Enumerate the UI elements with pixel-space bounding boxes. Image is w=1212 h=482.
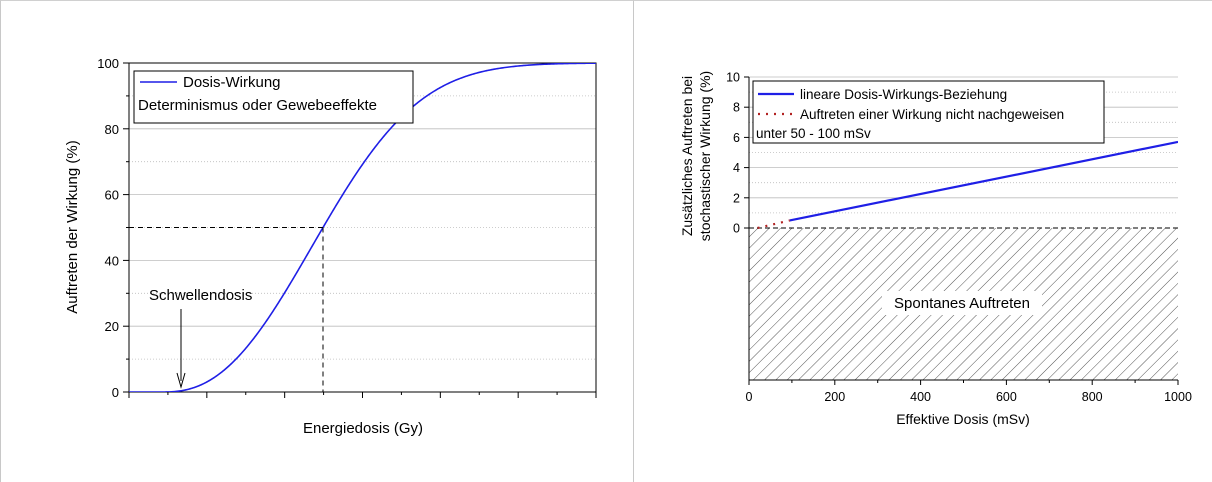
right-y-tick-label: 6 <box>733 131 740 145</box>
right-x-tick-label: 0 <box>746 390 753 404</box>
left-y-tick-label: 40 <box>105 253 119 268</box>
region-label-bg <box>882 291 1042 315</box>
left-annotations <box>129 227 324 392</box>
unproven-effect-line <box>757 219 791 230</box>
left-x-axis-title: Energiedosis (Gy) <box>303 420 423 437</box>
right-y-tick-label: 10 <box>726 71 740 85</box>
spontaneous-region-label: Spontanes Auftreten <box>894 295 1030 312</box>
right-y-tick-label: 0 <box>733 222 740 236</box>
right-legend-entry-1: lineare Dosis-Wirkungs-Beziehung <box>800 87 1007 102</box>
right-x-tick-label: 600 <box>996 390 1017 404</box>
right-series <box>757 140 1178 230</box>
left-series <box>129 63 596 392</box>
right-x-tick-label: 800 <box>1082 390 1103 404</box>
dose-response-chart: 0 20 40 60 80 100 Dosis-Wirkung Determinismus… <box>64 56 597 437</box>
left-legend-entry-1: Dosis-Wirkung <box>183 74 281 91</box>
right-x-tick-label: 1000 <box>1164 390 1192 404</box>
right-x-tick-label: 400 <box>910 390 931 404</box>
right-y-tick-label: 8 <box>733 101 740 115</box>
stochastic-effect-chart: Spontanes Auftreten 0 2 4 6 8 10 0 200 400 600 800… <box>679 71 1192 428</box>
left-y-tick-label: 100 <box>97 56 119 71</box>
left-y-ticks: 0 20 40 60 80 100 <box>97 56 129 400</box>
left-legend-box <box>133 70 414 124</box>
left-y-tick-label: 80 <box>105 122 119 137</box>
right-chart-panel: Spontanes Auftreten 0 2 4 6 8 10 0 200 400 600 800… <box>633 0 1212 482</box>
left-legend-entry-2: Determinismus oder Gewebeeffekte <box>138 97 377 114</box>
right-y-tick-label: 4 <box>733 161 740 175</box>
right-y-tick-label: 2 <box>733 191 740 205</box>
left-y-axis-title: Auftreten der Wirkung (%) <box>64 140 81 313</box>
right-x-tick-label: 200 <box>824 390 845 404</box>
left-y-tick-label: 0 <box>112 385 119 400</box>
linear-dose-response-line <box>789 140 1178 222</box>
right-x-axis-title: Effektive Dosis (mSv) <box>896 411 1030 427</box>
threshold-label: Schwellendosis <box>149 287 252 304</box>
left-y-tick-label: 60 <box>105 188 119 203</box>
dose-response-curve <box>129 63 596 392</box>
right-legend-entry-3: unter 50 - 100 mSv <box>756 126 871 141</box>
threshold-arrow-head <box>176 372 186 389</box>
left-chart-panel: 0 20 40 60 80 100 Dosis-Wirkung Determinismus… <box>0 0 634 482</box>
right-legend-box <box>752 80 1105 144</box>
right-legend-entry-2: Auftreten einer Wirkung nicht nachgeweis… <box>800 107 1064 122</box>
right-y-axis-title-line2: stochastischer Wirkung (%) <box>697 71 713 241</box>
left-y-tick-label: 20 <box>105 319 119 334</box>
right-y-axis-title-line1: Zusätzliches Auftreten bei <box>679 76 695 236</box>
right-ticks: 0 2 4 6 8 10 0 200 400 600 800 1000 <box>726 71 1192 405</box>
